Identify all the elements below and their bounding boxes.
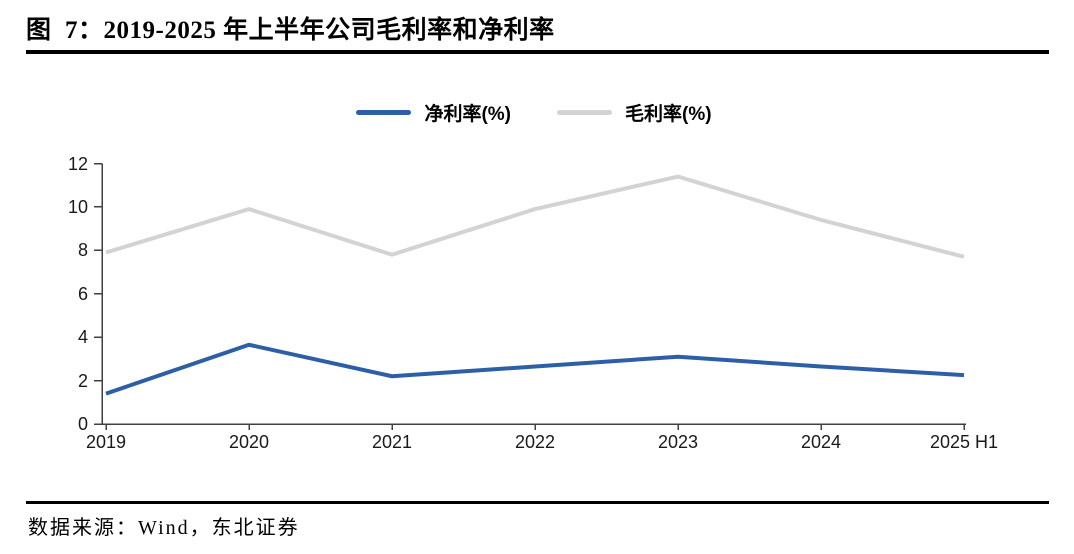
footer-rule bbox=[26, 501, 1049, 504]
x-axis-label: 2021 bbox=[371, 432, 413, 452]
chart-area: 净利率(%) 毛利率(%) 0 2 4 6 8 10 12 2019 2020 2021 2022 2… bbox=[0, 60, 1074, 490]
x-axis-label: 2025 H1 bbox=[929, 432, 999, 452]
y-axis-label: 10 bbox=[67, 196, 88, 217]
figure-title: 图 7：2019-2025 年上半年公司毛利率和净利率 bbox=[26, 17, 555, 44]
gross-margin-line bbox=[105, 174, 965, 259]
legend-item: 毛利率(%) bbox=[557, 99, 712, 126]
legend-item: 净利率(%) bbox=[356, 99, 511, 126]
y-axis-label: 0 bbox=[77, 414, 88, 434]
legend-label: 毛利率(%) bbox=[625, 103, 712, 125]
legend-line-swatch-icon bbox=[557, 109, 612, 115]
y-axis-label: 4 bbox=[77, 327, 88, 348]
y-axis-label: 6 bbox=[77, 283, 88, 304]
chart-legend: 净利率(%) 毛利率(%) bbox=[102, 98, 966, 126]
legend-line-swatch-icon bbox=[356, 109, 412, 115]
y-axis-label: 2 bbox=[77, 370, 88, 391]
source-note: 数据来源：Wind，东北证券 bbox=[28, 517, 300, 539]
x-axis-label: 2023 bbox=[657, 432, 699, 452]
x-axis-label: 2020 bbox=[228, 432, 270, 452]
y-axis-label: 8 bbox=[77, 240, 88, 261]
legend-label: 净利率(%) bbox=[424, 103, 511, 125]
x-axis-label: 2019 bbox=[85, 432, 127, 452]
title-rule bbox=[26, 50, 1049, 54]
net-margin-line bbox=[105, 342, 965, 396]
line-chart-canvas bbox=[94, 162, 966, 430]
x-axis-label: 2024 bbox=[800, 432, 842, 452]
x-axis-label: 2022 bbox=[514, 432, 556, 452]
y-axis-label: 12 bbox=[67, 153, 88, 174]
